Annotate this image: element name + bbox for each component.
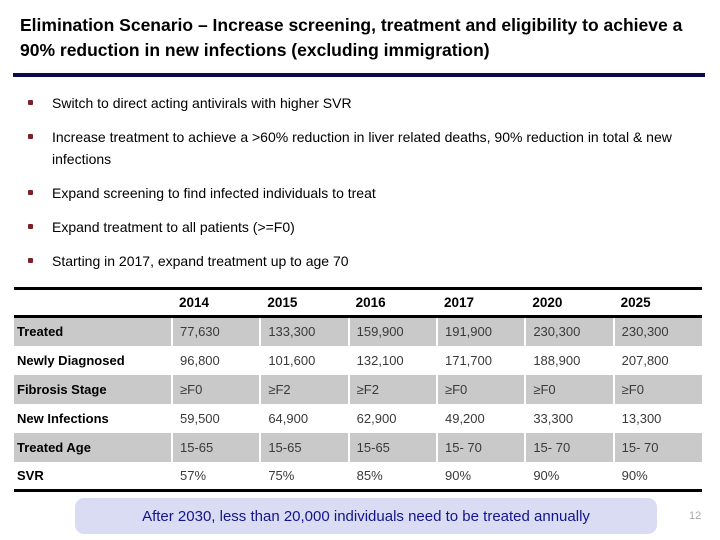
- row-label: SVR: [17, 467, 44, 483]
- bullet-text: Increase treatment to achieve a >60% red…: [52, 129, 672, 167]
- table-cell: 230,300: [524, 316, 614, 346]
- table-cell: 188,900: [524, 345, 614, 375]
- table-cell: 133,300: [259, 316, 349, 346]
- table-cell: 132,100: [347, 345, 437, 375]
- table-cell: 13,300: [612, 403, 702, 433]
- table-cell: 62,900: [347, 403, 437, 433]
- page-number: 12: [689, 510, 702, 522]
- table-cell: 33,300: [524, 403, 614, 433]
- slide-title: Elimination Scenario – Increase screenin…: [20, 15, 683, 60]
- bullet-item: Expand screening to find infected indivi…: [28, 182, 700, 204]
- table-header-year: 2015: [260, 288, 349, 318]
- table-cell: 64,900: [259, 403, 349, 433]
- table-cell: 159,900: [347, 316, 437, 346]
- table-row-fibrosis-stage: Fibrosis Stage ≥F0 ≥F2 ≥F2 ≥F0 ≥F0 ≥F0: [14, 374, 702, 404]
- table-cell: ≥F0: [435, 374, 526, 404]
- row-label: Fibrosis Stage: [17, 381, 107, 397]
- row-label: Newly Diagnosed: [17, 352, 125, 368]
- table-header-row: 2014 2015 2016 2017 2020 2025: [14, 288, 702, 318]
- table-cell: 77,630: [170, 316, 261, 346]
- table-cell: 15- 70: [435, 432, 526, 462]
- row-label: Treated Age: [17, 439, 91, 455]
- row-label: New Infections: [17, 410, 109, 426]
- bullet-icon: [28, 190, 33, 195]
- table-cell: 171,700: [435, 345, 526, 375]
- table-row-newly-diagnosed: Newly Diagnosed 96,800 101,600 132,100 1…: [14, 345, 702, 375]
- table-cell: ≥F2: [259, 374, 349, 404]
- table-header-year: 2020: [525, 288, 614, 318]
- table-cell: 96,800: [170, 345, 261, 375]
- table-cell: 90%: [524, 461, 614, 491]
- scenario-table: 2014 2015 2016 2017 2020 2025 Treated 77…: [14, 287, 702, 492]
- table-cell: ≥F2: [347, 374, 437, 404]
- bullet-text: Expand screening to find infected indivi…: [52, 185, 376, 201]
- bullet-item: Switch to direct acting antivirals with …: [28, 92, 700, 114]
- title-divider: [13, 73, 705, 77]
- table-cell: ≥F0: [524, 374, 614, 404]
- bullet-text: Starting in 2017, expand treatment up to…: [52, 253, 349, 269]
- table-header-year: 2025: [613, 288, 702, 318]
- bullet-icon: [28, 100, 33, 105]
- table-row-svr: SVR 57% 75% 85% 90% 90% 90%: [14, 461, 702, 491]
- table-header-year: 2017: [436, 288, 526, 318]
- bullet-text: Expand treatment to all patients (>=F0): [52, 219, 295, 235]
- table-cell: 230,300: [612, 316, 702, 346]
- table-header-year: 2014: [172, 288, 261, 318]
- table-cell: 85%: [347, 461, 437, 491]
- table-cell: ≥F0: [170, 374, 261, 404]
- table-row-treated-age: Treated Age 15-65 15-65 15-65 15- 70 15-…: [14, 432, 702, 462]
- bullet-list: Switch to direct acting antivirals with …: [28, 92, 700, 284]
- table-header-year: 2016: [348, 288, 437, 318]
- table-cell: 15-65: [170, 432, 261, 462]
- table-cell: 75%: [259, 461, 349, 491]
- row-label: Treated: [17, 324, 64, 340]
- table-cell: 101,600: [259, 345, 349, 375]
- table-cell: 15- 70: [524, 432, 614, 462]
- table-cell: 191,900: [435, 316, 526, 346]
- table-cell: 90%: [435, 461, 526, 491]
- bullet-item: Starting in 2017, expand treatment up to…: [28, 250, 700, 272]
- callout-banner: After 2030, less than 20,000 individuals…: [75, 498, 657, 534]
- table-row-new-infections: New Infections 59,500 64,900 62,900 49,2…: [14, 403, 702, 433]
- bullet-icon: [28, 258, 33, 263]
- bullet-text: Switch to direct acting antivirals with …: [52, 95, 352, 111]
- bullet-icon: [28, 224, 33, 229]
- table-cell: 57%: [170, 461, 261, 491]
- table-row-treated: Treated 77,630 133,300 159,900 191,900 2…: [14, 316, 702, 346]
- table-cell: 59,500: [170, 403, 261, 433]
- table-cell: 49,200: [435, 403, 526, 433]
- table-cell: 90%: [612, 461, 702, 491]
- table-cell: 15-65: [259, 432, 349, 462]
- table-cell: ≥F0: [612, 374, 702, 404]
- table-cell: 207,800: [612, 345, 702, 375]
- bullet-item: Expand treatment to all patients (>=F0): [28, 216, 700, 238]
- table-header-empty: [14, 288, 172, 318]
- bullet-icon: [28, 134, 33, 139]
- bullet-item: Increase treatment to achieve a >60% red…: [28, 126, 700, 170]
- table-cell: 15-65: [347, 432, 437, 462]
- table-cell: 15- 70: [612, 432, 702, 462]
